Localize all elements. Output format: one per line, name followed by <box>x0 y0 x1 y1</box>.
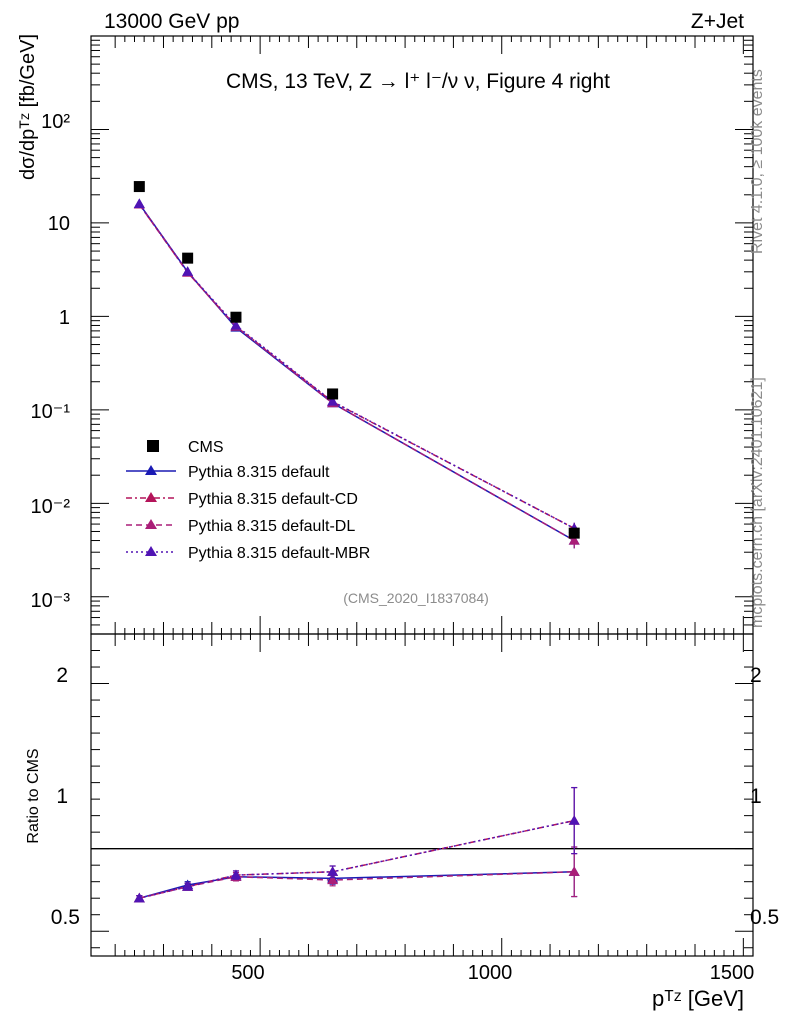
main-y-axis-title: dσ/dpᵀᶻ [fb/GeV] <box>17 34 39 180</box>
y-tick-label-1e-1: 10⁻¹ <box>31 401 71 423</box>
data-point <box>327 395 339 406</box>
analysis-watermark: (CMS_2020_I1837084) <box>343 590 489 606</box>
x-tick-label-1500: 1500 <box>710 962 755 984</box>
ratio-line-pythia-8.315-default-mbr <box>139 819 575 899</box>
legend-label-mbr: Pythia 8.315 default-MBR <box>188 545 370 562</box>
ratio-axis-ticks <box>91 634 753 956</box>
main-axis-ticks <box>91 36 753 635</box>
cms-data-point <box>568 527 580 539</box>
ratio-y-label-0.5-right: 0.5 <box>750 906 779 929</box>
legend-marker-dl <box>145 519 157 529</box>
rivet-label: Rivet 4.1.0, ≥ 100k events <box>749 69 766 254</box>
legend-marker-mbr <box>145 546 157 556</box>
ratio-y-label-1-right: 1 <box>750 785 762 808</box>
y-tick-label-10: 10 <box>48 213 70 235</box>
cms-data-point <box>327 388 339 400</box>
header-left: 13000 GeV pp <box>104 10 239 33</box>
data-point <box>568 535 580 545</box>
ratio-point <box>568 866 580 876</box>
y-tick-label-1: 1 <box>59 307 70 329</box>
main-title: CMS, 13 TeV, Z → l⁺ l⁻/ν ν, Figure 4 rig… <box>226 70 610 93</box>
ratio-line-pythia-8.315-default-dl <box>139 871 575 899</box>
y-tick-label-1e-2: 10⁻² <box>31 496 71 518</box>
header-right: Z+Jet <box>691 10 744 33</box>
ratio-y-label-1: 1 <box>56 785 68 808</box>
mcplots-label: mcplots.cern.ch [arXiv:2401.10621] <box>749 377 766 628</box>
legend-label-cms: CMS <box>188 439 224 456</box>
main-plot-marks <box>133 181 580 549</box>
legend-label-default: Pythia 8.315 default <box>188 464 330 481</box>
ratio-plot-marks <box>133 786 580 903</box>
ratio-point <box>182 881 194 891</box>
ratio-y-axis-title: Ratio to CMS <box>25 748 42 843</box>
x-axis-title: pᵀᶻ [GeV] <box>652 986 744 1011</box>
legend-label-cd: Pythia 8.315 default-CD <box>188 491 358 508</box>
ratio-point <box>230 869 242 880</box>
data-point <box>133 198 145 208</box>
y-tick-label-1e-3: 10⁻³ <box>31 590 71 612</box>
y-tick-label-1e2: 10² <box>41 111 70 133</box>
x-tick-label-500: 500 <box>231 962 264 984</box>
cms-data-point <box>133 181 145 193</box>
ratio-point <box>568 815 580 825</box>
ratio-line-pythia-8.315-default <box>139 871 575 899</box>
ratio-line-pythia-8.315-default-cd <box>139 819 575 899</box>
ratio-y-label-0.5: 0.5 <box>51 906 80 929</box>
data-point <box>230 319 242 330</box>
legend-label-dl: Pythia 8.315 default-DL <box>188 518 355 535</box>
legend-marker-cms <box>147 440 159 452</box>
ratio-y-label-2-right: 2 <box>750 664 762 687</box>
ratio-point <box>133 892 145 903</box>
ratio-frame <box>90 633 754 957</box>
cms-data-point <box>230 311 242 323</box>
ratio-point <box>327 866 339 876</box>
cms-data-point <box>182 252 194 264</box>
legend: CMS Pythia 8.315 default Pythia 8.315 de… <box>126 439 370 562</box>
ratio-point <box>327 874 339 885</box>
legend-marker-cd <box>145 492 157 502</box>
ratio-y-label-2: 2 <box>56 664 68 687</box>
data-point <box>182 266 194 276</box>
legend-marker-default <box>145 465 157 475</box>
x-tick-label-1000: 1000 <box>468 962 513 984</box>
